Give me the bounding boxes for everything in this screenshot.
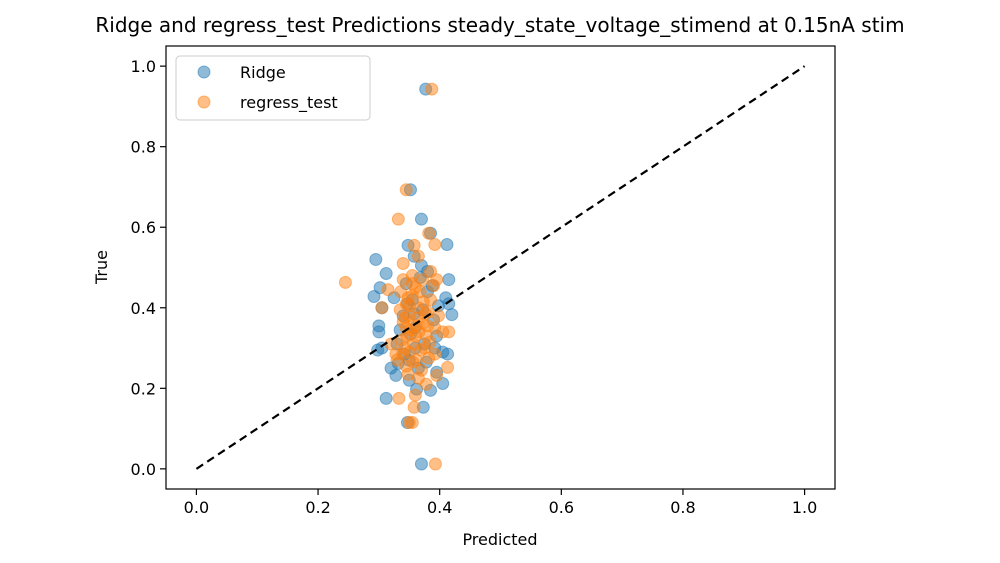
y-tick-label: 0.0 <box>131 460 156 479</box>
data-point <box>430 368 444 382</box>
legend-marker <box>197 65 211 79</box>
data-point <box>423 335 437 349</box>
data-point <box>379 391 393 405</box>
data-point <box>414 343 428 357</box>
y-tick-label: 0.2 <box>131 379 156 398</box>
data-point <box>421 319 435 333</box>
legend-box <box>175 55 371 121</box>
data-point <box>381 283 395 297</box>
x-tick-label: 0.8 <box>670 498 695 517</box>
data-point <box>367 289 381 303</box>
x-tick-label: 1.0 <box>792 498 817 517</box>
data-point <box>408 281 422 295</box>
data-point <box>398 311 412 325</box>
ticks-layer: 0.0 0.2 0.4 0.6 0.8 1.0 0.0 0.2 0.4 0.6 0.8 1.0 <box>131 57 818 517</box>
data-point <box>389 368 403 382</box>
y-tick-label: 0.8 <box>131 138 156 157</box>
y-tick-label: 0.6 <box>131 218 156 237</box>
data-point <box>408 388 422 402</box>
identity-reference-line <box>195 65 806 470</box>
series-regress-test <box>338 82 456 471</box>
y-tick-label: 0.4 <box>131 299 156 318</box>
data-point <box>414 212 428 226</box>
data-point <box>422 226 436 240</box>
data-point <box>401 291 415 305</box>
x-tick-label: 0.2 <box>305 498 330 517</box>
data-point <box>375 301 389 315</box>
plot-border <box>165 45 836 490</box>
data-point <box>428 238 442 252</box>
data-point <box>425 82 439 96</box>
reference-line-layer <box>195 65 806 470</box>
data-point <box>422 351 436 365</box>
data-point <box>416 273 430 287</box>
plot-area <box>165 45 836 490</box>
legend-label: regress_test <box>240 93 338 113</box>
data-point <box>442 325 456 339</box>
data-point <box>372 325 386 339</box>
data-point <box>407 238 421 252</box>
data-point <box>407 400 421 414</box>
x-tick-label: 0.0 <box>184 498 209 517</box>
chart-title: Ridge and regress_test Predictions stead… <box>95 13 904 37</box>
data-point <box>396 256 410 270</box>
data-point <box>411 371 425 385</box>
data-point <box>441 347 455 361</box>
data-point <box>406 355 420 369</box>
data-point <box>391 212 405 226</box>
data-point <box>338 275 352 289</box>
y-tick-label: 1.0 <box>131 57 156 76</box>
legend: Ridge regress_test <box>175 55 371 121</box>
legend-label: Ridge <box>240 63 286 82</box>
data-point <box>441 360 455 374</box>
data-point <box>440 238 454 252</box>
data-point <box>416 295 430 309</box>
points-layer <box>338 82 459 471</box>
data-point <box>369 252 383 266</box>
data-point <box>399 183 413 197</box>
data-point <box>411 249 425 263</box>
x-tick-label: 0.6 <box>549 498 574 517</box>
data-point <box>427 279 441 293</box>
data-point <box>414 457 428 471</box>
data-point <box>442 273 456 287</box>
data-point <box>445 308 459 322</box>
legend-marker <box>197 95 211 109</box>
data-point <box>392 391 406 405</box>
x-axis-label: Predicted <box>462 530 537 549</box>
data-point <box>431 309 445 323</box>
x-tick-label: 0.4 <box>427 498 452 517</box>
data-point <box>428 457 442 471</box>
data-point <box>379 267 393 281</box>
data-point <box>396 347 410 361</box>
data-point <box>402 416 416 430</box>
y-axis-label: True <box>92 250 111 285</box>
